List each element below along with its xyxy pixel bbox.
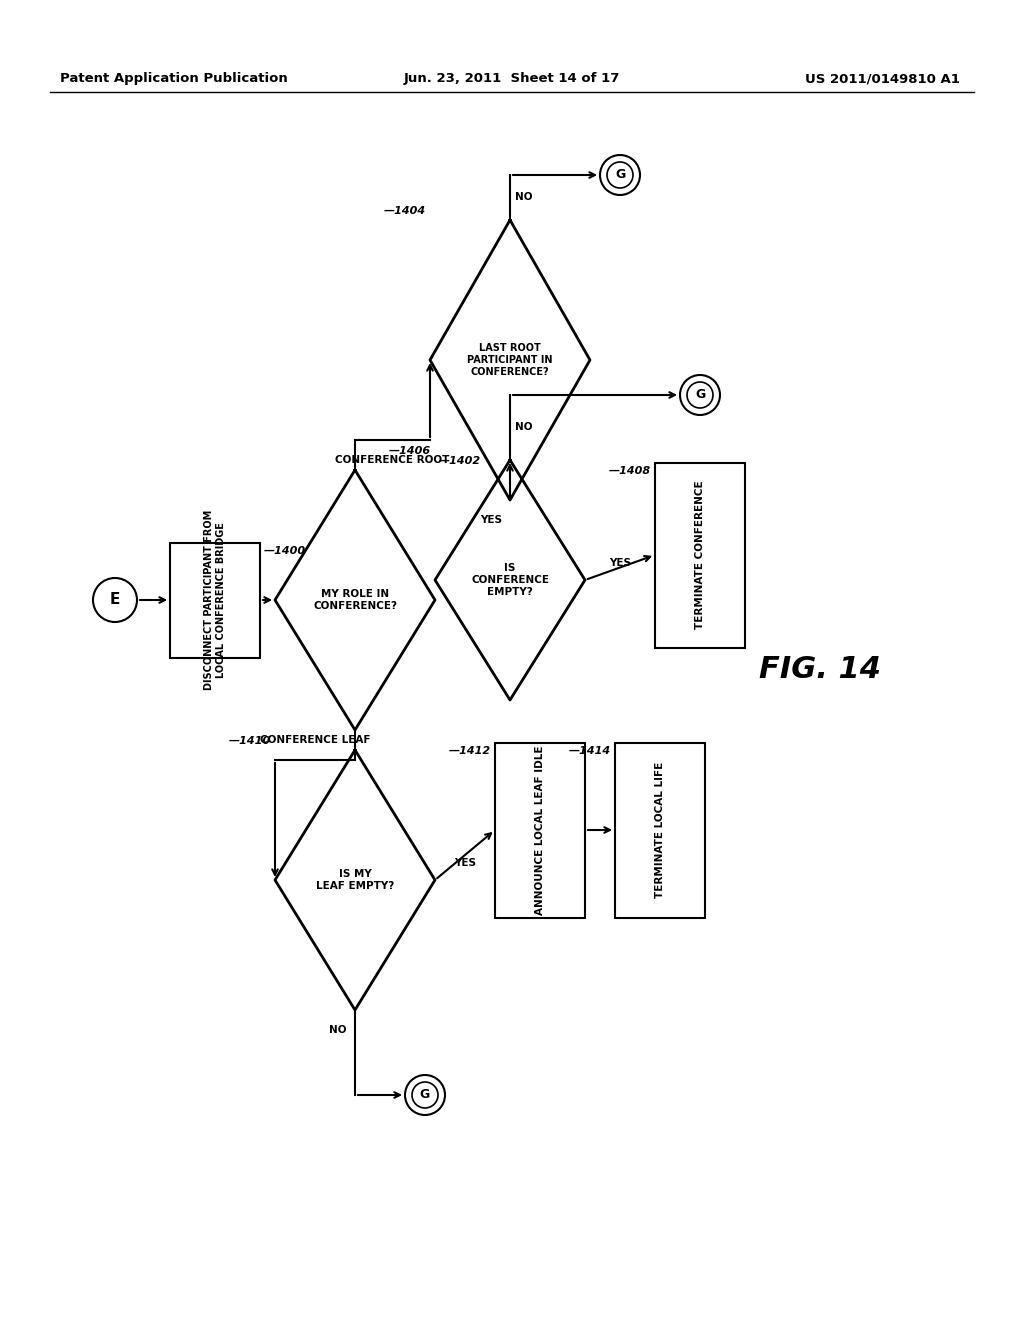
Text: US 2011/0149810 A1: US 2011/0149810 A1: [805, 73, 961, 84]
Text: DISCONNECT PARTICIPANT FROM
LOCAL CONFERENCE BRIDGE: DISCONNECT PARTICIPANT FROM LOCAL CONFER…: [204, 510, 226, 690]
Text: YES: YES: [454, 858, 476, 869]
Text: NO: NO: [330, 1026, 347, 1035]
Text: CONFERENCE LEAF: CONFERENCE LEAF: [260, 735, 371, 744]
Text: TERMINATE LOCAL LIFE: TERMINATE LOCAL LIFE: [655, 762, 665, 898]
Bar: [655, 462, 745, 648]
Text: IS MY
LEAF EMPTY?: IS MY LEAF EMPTY?: [315, 869, 394, 891]
Text: ANNOUNCE LOCAL LEAF IDLE: ANNOUNCE LOCAL LEAF IDLE: [535, 746, 545, 915]
Text: —1408: —1408: [609, 466, 651, 477]
Text: —1400: —1400: [264, 546, 306, 557]
Text: YES: YES: [609, 558, 631, 568]
Text: E: E: [110, 593, 120, 607]
Text: —1406: —1406: [389, 446, 431, 455]
Text: G: G: [695, 388, 706, 401]
Text: NO: NO: [515, 193, 532, 202]
Text: G: G: [614, 169, 625, 181]
Text: FIG. 14: FIG. 14: [759, 656, 881, 685]
Text: —1414: —1414: [569, 747, 611, 756]
Text: CONFERENCE ROOT: CONFERENCE ROOT: [335, 455, 450, 465]
Text: LAST ROOT
PARTICIPANT IN
CONFERENCE?: LAST ROOT PARTICIPANT IN CONFERENCE?: [467, 343, 553, 376]
Bar: [495, 742, 585, 917]
Text: Jun. 23, 2011  Sheet 14 of 17: Jun. 23, 2011 Sheet 14 of 17: [403, 73, 621, 84]
Text: —1402: —1402: [439, 455, 481, 466]
Bar: [615, 742, 705, 917]
Text: IS
CONFERENCE
EMPTY?: IS CONFERENCE EMPTY?: [471, 564, 549, 597]
Text: NO: NO: [515, 422, 532, 433]
Text: G: G: [420, 1089, 430, 1101]
Bar: [170, 543, 260, 657]
Text: Patent Application Publication: Patent Application Publication: [60, 73, 288, 84]
Text: TERMINATE CONFERENCE: TERMINATE CONFERENCE: [695, 480, 705, 630]
Text: YES: YES: [480, 515, 502, 525]
Text: —1410: —1410: [229, 737, 271, 746]
Text: —1412: —1412: [449, 747, 490, 756]
Text: —1404: —1404: [384, 206, 426, 216]
Text: MY ROLE IN
CONFERENCE?: MY ROLE IN CONFERENCE?: [313, 589, 397, 611]
